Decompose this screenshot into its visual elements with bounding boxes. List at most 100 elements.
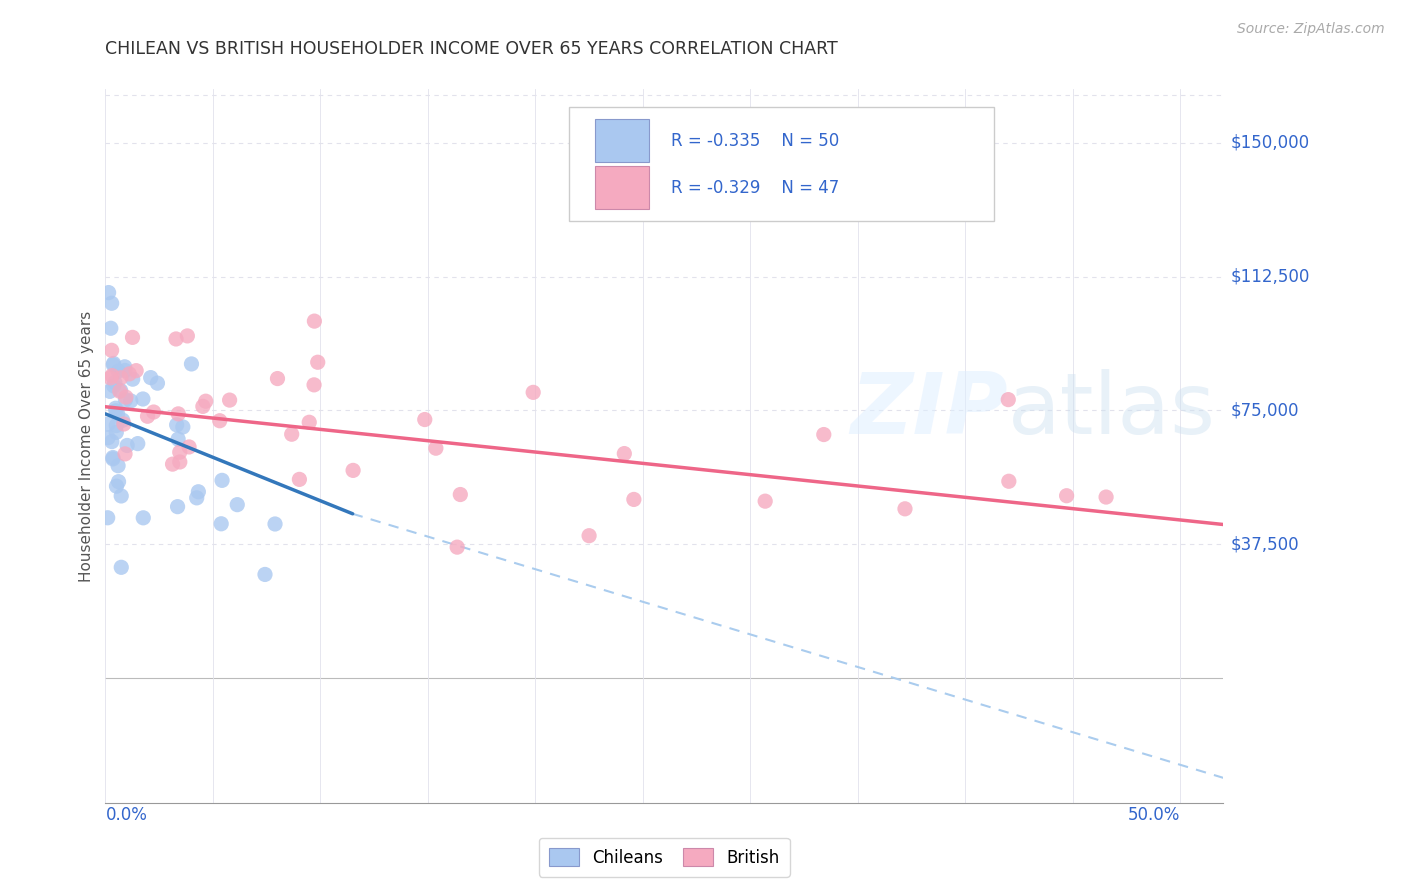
Point xyxy=(813,427,835,442)
Point xyxy=(162,457,184,471)
Point xyxy=(114,447,136,461)
Point xyxy=(146,376,169,391)
Text: CHILEAN VS BRITISH HOUSEHOLDER INCOME OVER 65 YEARS CORRELATION CHART: CHILEAN VS BRITISH HOUSEHOLDER INCOME OV… xyxy=(105,40,838,58)
Point xyxy=(101,368,124,383)
Point xyxy=(754,494,776,508)
Point xyxy=(100,371,122,385)
Point xyxy=(446,540,468,554)
Point xyxy=(136,409,159,424)
Point xyxy=(121,330,143,344)
Text: $75,000: $75,000 xyxy=(1230,401,1299,419)
Text: atlas: atlas xyxy=(1008,368,1216,452)
Point xyxy=(132,392,155,406)
Point xyxy=(103,379,125,393)
Point xyxy=(298,415,321,429)
FancyBboxPatch shape xyxy=(569,107,994,221)
Point xyxy=(413,412,436,426)
Point xyxy=(218,393,240,408)
Text: ZIP: ZIP xyxy=(851,368,1008,452)
Point xyxy=(894,501,917,516)
Point xyxy=(118,367,141,381)
Point xyxy=(105,479,128,493)
Point xyxy=(522,385,544,400)
Text: 0.0%: 0.0% xyxy=(105,806,148,824)
Point xyxy=(98,384,121,399)
Point xyxy=(97,510,120,524)
Point xyxy=(177,440,200,454)
Point xyxy=(104,401,127,416)
Point xyxy=(100,321,122,335)
Point xyxy=(103,356,125,370)
Point xyxy=(97,417,120,432)
Bar xyxy=(595,120,648,162)
Point xyxy=(103,358,125,372)
Point xyxy=(209,516,232,531)
Point xyxy=(288,472,311,486)
Point xyxy=(194,394,217,409)
Point xyxy=(110,489,132,503)
Point xyxy=(115,390,138,404)
Point xyxy=(623,492,645,507)
Text: 50.0%: 50.0% xyxy=(1128,806,1180,824)
Point xyxy=(139,370,162,384)
Point xyxy=(121,372,143,386)
Point xyxy=(186,491,208,505)
Legend: Chileans, British: Chileans, British xyxy=(538,838,790,877)
Point xyxy=(208,414,231,428)
Point xyxy=(104,404,127,418)
Point xyxy=(110,384,132,398)
Text: $112,500: $112,500 xyxy=(1230,268,1309,285)
Point xyxy=(176,329,198,343)
Point xyxy=(166,417,188,432)
Point xyxy=(166,500,188,514)
Point xyxy=(165,332,187,346)
Point xyxy=(1095,490,1118,504)
Point xyxy=(101,450,124,465)
Point xyxy=(111,413,134,427)
Y-axis label: Householder Income Over 65 years: Householder Income Over 65 years xyxy=(79,310,94,582)
Point xyxy=(280,427,302,442)
Point xyxy=(342,463,364,477)
Point xyxy=(167,432,190,446)
Point xyxy=(180,357,202,371)
Text: $37,500: $37,500 xyxy=(1230,535,1299,553)
Point xyxy=(101,434,124,449)
Text: Source: ZipAtlas.com: Source: ZipAtlas.com xyxy=(1237,22,1385,37)
Point xyxy=(107,475,129,489)
Point xyxy=(107,364,129,378)
Point xyxy=(187,484,209,499)
Point xyxy=(167,407,190,421)
Point xyxy=(105,418,128,433)
Point xyxy=(264,516,287,531)
Point xyxy=(100,343,122,358)
Point xyxy=(191,400,214,414)
Point xyxy=(304,314,326,328)
Point xyxy=(110,370,132,384)
Text: $150,000: $150,000 xyxy=(1230,134,1309,152)
Point xyxy=(107,458,129,473)
Bar xyxy=(595,166,648,209)
Point xyxy=(110,560,132,574)
Point xyxy=(998,475,1021,489)
Point xyxy=(226,498,249,512)
Point xyxy=(997,392,1019,407)
Point xyxy=(114,359,136,374)
Point xyxy=(112,417,135,431)
Point xyxy=(105,425,128,440)
Point xyxy=(132,511,155,525)
Point xyxy=(1056,489,1078,503)
Point xyxy=(613,446,636,460)
Point xyxy=(100,296,122,310)
Point xyxy=(211,474,233,488)
Text: R = -0.335    N = 50: R = -0.335 N = 50 xyxy=(671,132,839,150)
Point xyxy=(169,445,191,459)
Point xyxy=(97,285,120,300)
Point xyxy=(266,371,288,385)
Text: R = -0.329    N = 47: R = -0.329 N = 47 xyxy=(671,178,839,196)
Point xyxy=(169,455,191,469)
Point xyxy=(108,384,131,399)
Point xyxy=(302,377,325,392)
Point xyxy=(449,487,471,501)
Point xyxy=(115,438,138,452)
Point xyxy=(120,393,142,408)
